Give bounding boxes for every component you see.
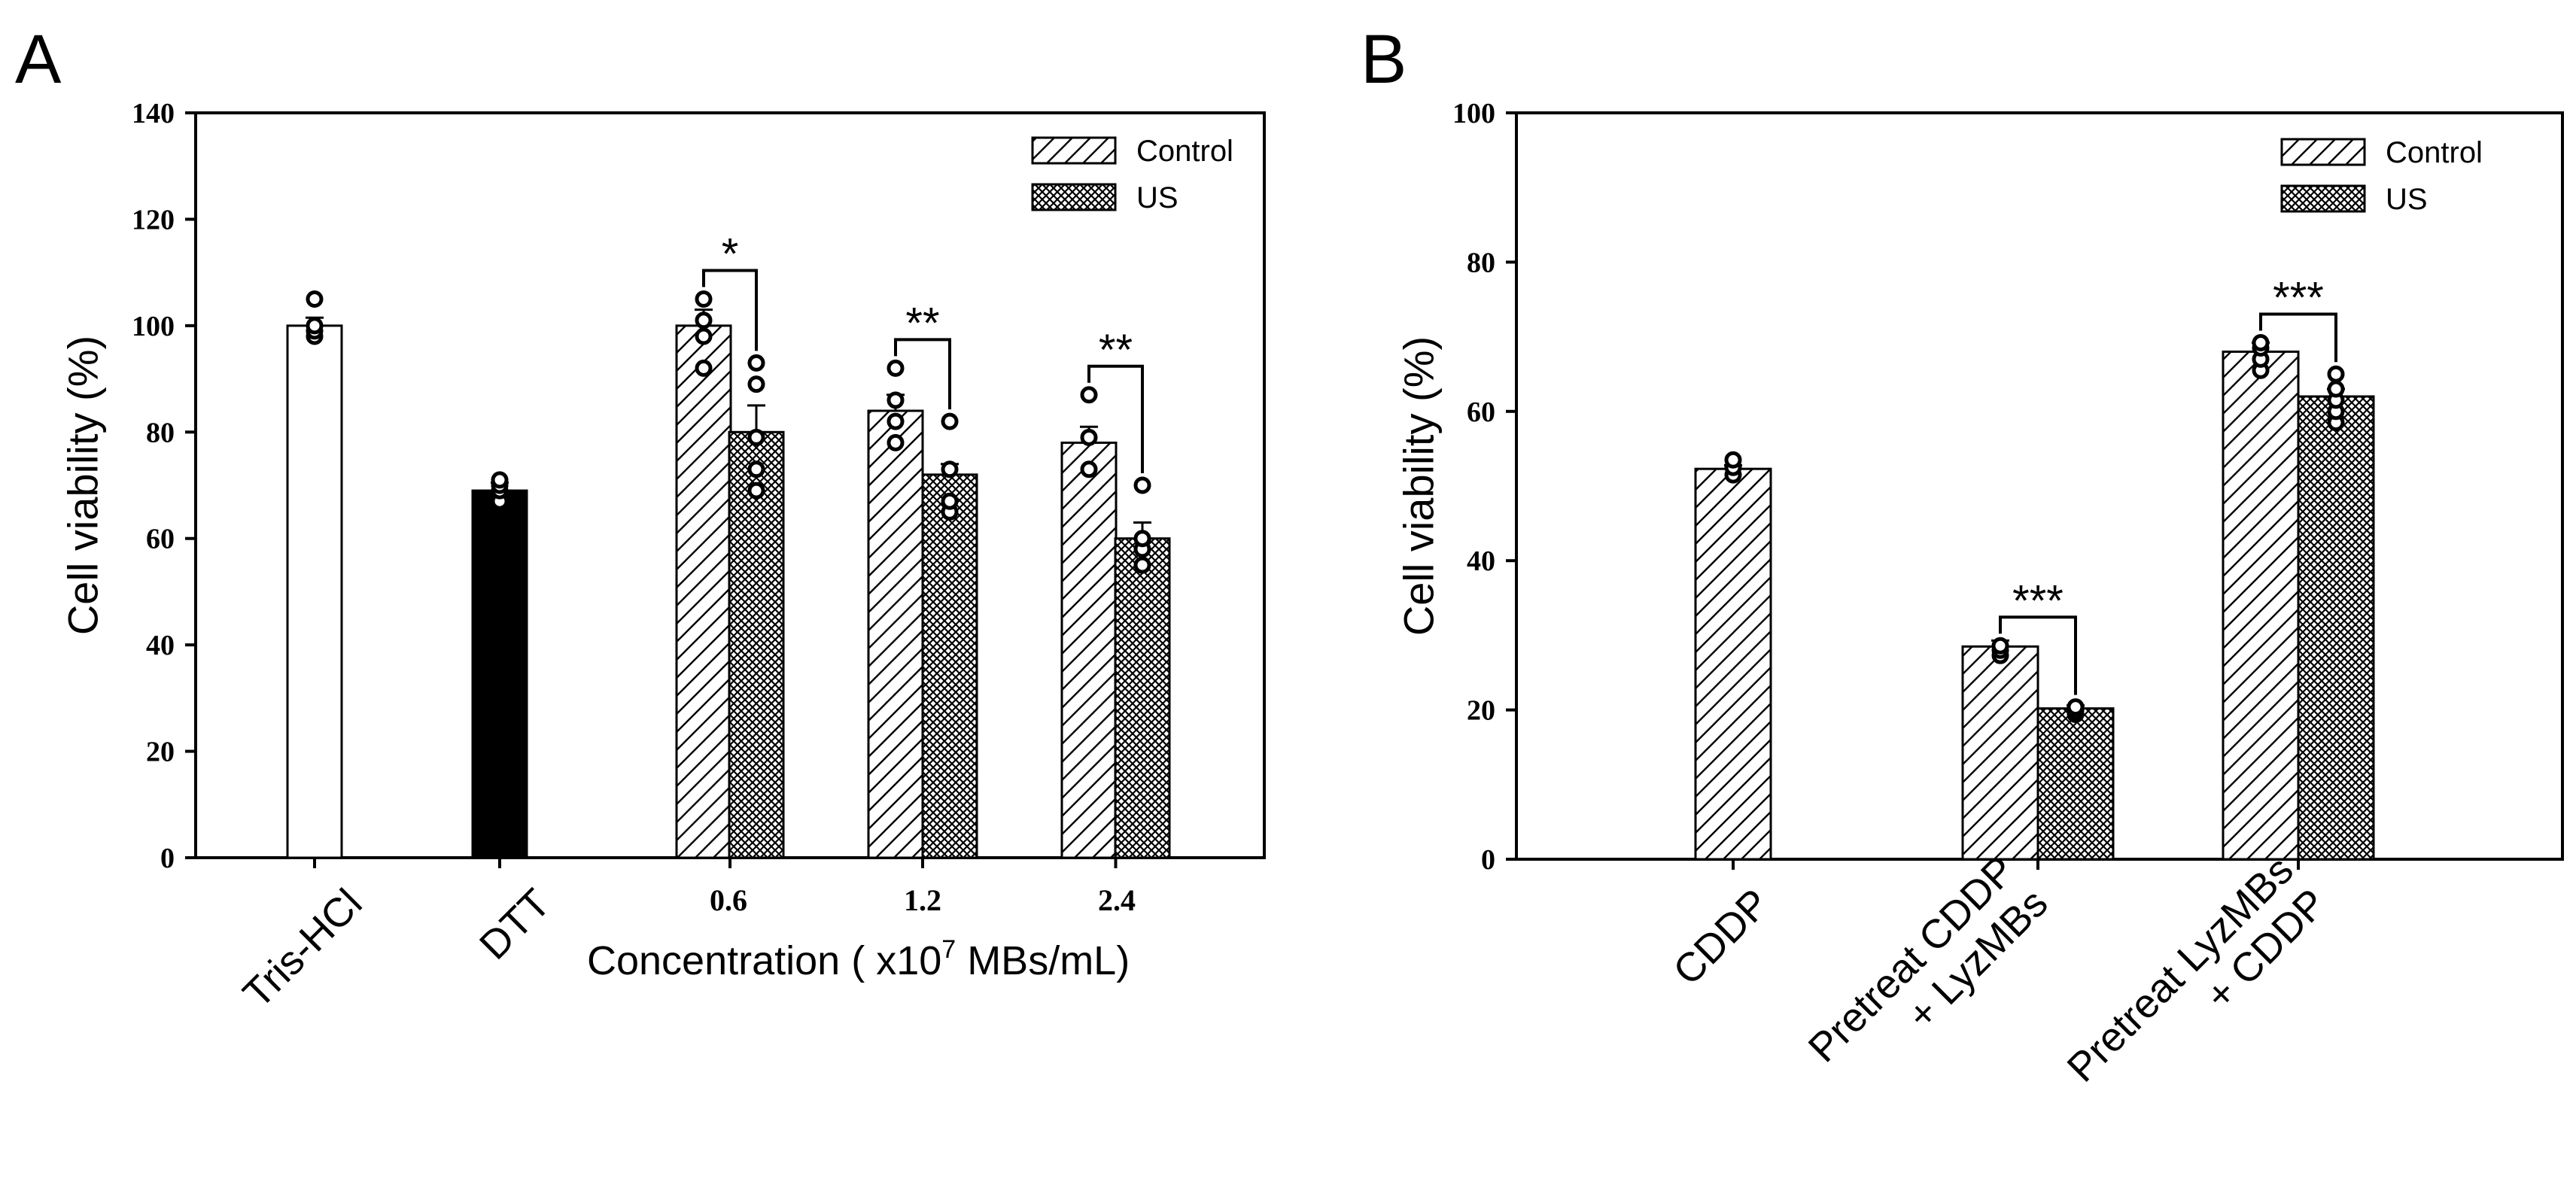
panel-a-point-us [747,428,765,446]
panel-a-point-us [747,482,765,500]
panel-a-category-label: 1.2 [904,883,941,917]
panel-a-legend-swatch-us [1031,183,1117,211]
panel-b-ytick-label: 0 [1481,844,1495,876]
panel-a-point-control [1080,428,1098,446]
panel-a-bar-control [471,489,528,859]
panel-b-bar-us [2036,707,2115,861]
panel-a-point-control [695,359,713,377]
panel-a-ytick-label: 20 [146,737,175,768]
panel-a-category-label: Tris-HCl [235,880,371,1016]
panel-a-point-us [1133,556,1151,574]
panel-a-point-control [306,290,324,308]
panel-a-legend-label: Control [1136,135,1233,168]
panel-a-point-control [695,311,713,330]
panel-a-point-control [1080,386,1098,404]
panel-a-bar-us [728,430,785,859]
panel-b-category-label: Pretreat LyzMBs+ CDDP [2059,847,2335,1123]
panel-a-significance-label: * [722,230,739,279]
panel-b-significance-bracket [2259,312,2337,363]
panel-a-point-us [941,460,959,479]
panel-a-point-control [695,327,713,345]
panel-b-ytick-label: 60 [1467,397,1495,428]
panel-b-point-control [2252,334,2270,352]
panel-b-bar-us [2297,395,2375,861]
panel-b-category-label: Pretreat CDDP+ LyzMBs [1800,847,2057,1104]
panel-a-point-us [1133,476,1151,494]
panel-b-significance-label: *** [2012,576,2064,625]
panel-b-point-us [2327,365,2345,383]
panel-b-bar-control [1694,467,1772,861]
panel-a-bar-control [867,409,924,859]
panel-a-point-us [1133,530,1151,548]
panel-a-bar-control [286,324,343,859]
panel-b: B 0 20 40 60 80 100 Cell viability (%) *** *** CD… [1361,21,2564,1123]
panel-b-legend-swatch-us [2280,184,2366,213]
panel-a-bar-control [1060,441,1118,859]
panel-b-significance-bracket [1999,615,2077,695]
panel-a-significance-label: ** [905,299,939,348]
panel-a-category-label: 0.6 [710,883,747,917]
panel-b-point-us [2067,698,2085,716]
panel-a-point-control [306,317,324,335]
panel-b-point-control [1724,451,1742,469]
panel-a-point-us [941,492,959,510]
panel-b-legend: Control US [2280,136,2483,216]
panel-b-category-label: CDDP [1665,880,1778,994]
panel-b-ytick-label: 80 [1467,247,1495,278]
panel-a-bar-control [675,324,732,859]
panel-a-ytick-label: 0 [160,843,175,874]
panel-b-legend-swatch-control [2280,138,2366,166]
panel-a-point-control [1080,460,1098,479]
panel-a-legend-label: US [1136,181,1179,214]
panel-a-point-control [887,433,905,451]
panel-a-significance-bracket [894,338,951,410]
panel-a-bar-us [1114,537,1171,859]
panel-a-point-control [887,412,905,430]
panel-a-category-label: 2.4 [1098,883,1136,917]
panel-b-y-axis-title: Cell viability (%) [1395,336,1443,636]
panel-b-significance-label: *** [2273,274,2324,323]
panel-a-ytick-label: 80 [146,417,175,448]
panel-a-point-control [887,391,905,409]
panel-b-legend-label: US [2386,183,2428,216]
panel-b-ytick-label: 20 [1467,695,1495,727]
panel-b-ytick-label: 100 [1452,98,1495,129]
panel-a-significance-bracket [702,269,758,351]
panel-a-point-control [887,359,905,377]
panel-a-point-us [747,460,765,479]
panel-a-significance-label: ** [1099,326,1133,375]
panel-a-legend-swatch-control [1031,136,1117,165]
panel-a-ytick-label: 140 [132,98,175,129]
panel-b-ytick-label: 40 [1467,545,1495,577]
panel-b-point-control [1991,637,2009,655]
panel-a-point-us [747,375,765,393]
panel-a-ytick-label: 40 [146,630,175,661]
panel-a-significance-bracket [1087,364,1144,473]
panel-b-point-us [2327,380,2345,398]
panel-a-bar-us [921,473,978,859]
panel-a-y-axis-title: Cell viability (%) [59,336,107,635]
panel-a-ytick-label: 120 [132,204,175,235]
panel-a-point-us [747,354,765,372]
panel-a-letter: A [15,21,62,98]
panel-a-ytick-label: 60 [146,524,175,555]
panel-b-legend-label: Control [2386,136,2483,169]
panel-a-legend: Control US [1031,135,1233,214]
panel-a-category-label: DTT [471,880,559,968]
panel-b-bar-control [2222,350,2300,861]
panel-b-bar-control [1961,645,2039,861]
panel-a-x-axis-title: Concentration ( x107 MBs/mL) [587,935,1130,983]
panel-a-point-control [695,290,713,308]
panel-b-letter: B [1361,21,1407,98]
panel-a-point-us [941,412,959,430]
panel-a-ytick-label: 100 [132,311,175,342]
panel-a-point-control [491,471,509,489]
